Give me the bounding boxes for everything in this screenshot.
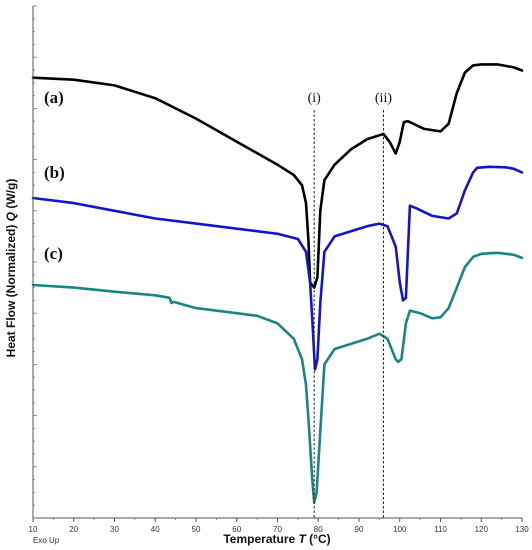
labels-group: (a) (b) (c) <box>44 88 65 263</box>
y-axis-title-symbol: Q <box>4 211 18 221</box>
axes-group: 10 20 30 40 50 60 70 80 90 100 110 120 130 <box>29 5 529 534</box>
x-tick-label-110: 110 <box>434 525 447 534</box>
series-line-1 <box>31 63 524 289</box>
series-line-2 <box>31 165 524 371</box>
x-tick-label-70: 70 <box>273 525 282 534</box>
marker-label-1: (i) <box>308 91 322 106</box>
marker-label-2: (ii) <box>375 91 392 106</box>
x-tick-label-40: 40 <box>151 525 160 534</box>
x-axis-title: Temperature T (°C) <box>223 532 330 546</box>
x-axis-title-symbol: T <box>299 532 308 546</box>
x-tick-label-10: 10 <box>29 525 38 534</box>
marker-lines-group: (i) (ii) <box>308 91 392 518</box>
exo-up-label: Exo Up <box>33 536 60 545</box>
x-axis-title-main: Temperature <box>223 532 298 546</box>
x-tick-label-50: 50 <box>192 525 201 534</box>
y-axis-title-unit: (W/g) <box>4 179 18 212</box>
series-label-1: (a) <box>44 88 64 107</box>
curves-group <box>31 63 524 504</box>
x-tick-label-60: 60 <box>232 525 241 534</box>
series-label-3: (c) <box>44 244 63 263</box>
x-tick-label-20: 20 <box>69 525 78 534</box>
x-tick-label-130: 130 <box>515 525 529 534</box>
x-tick-label-120: 120 <box>475 525 489 534</box>
y-axis-title: Heat Flow (Normalized) Q (W/g) <box>4 179 18 358</box>
x-tick-label-90: 90 <box>355 525 364 534</box>
series-line-3 <box>31 251 524 504</box>
y-axis-title-main: Heat Flow (Normalized) <box>4 221 18 357</box>
x-tick-label-80: 80 <box>314 525 323 534</box>
series-label-2: (b) <box>44 163 65 182</box>
x-axis-title-unit: (°C) <box>306 532 331 546</box>
x-tick-label-100: 100 <box>393 525 407 534</box>
x-tick-label-30: 30 <box>110 525 119 534</box>
